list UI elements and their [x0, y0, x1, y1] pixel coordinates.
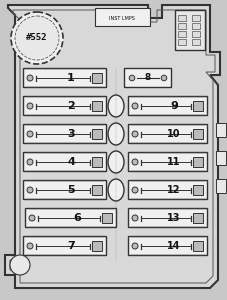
Circle shape: [29, 215, 35, 221]
Circle shape: [131, 159, 137, 165]
Circle shape: [131, 187, 137, 193]
Circle shape: [11, 12, 63, 64]
FancyBboxPatch shape: [25, 208, 116, 227]
Bar: [215, 123, 225, 137]
Circle shape: [27, 243, 33, 249]
FancyBboxPatch shape: [23, 68, 106, 88]
FancyBboxPatch shape: [128, 236, 207, 256]
Text: 8: 8: [144, 74, 151, 82]
Text: 2: 2: [67, 101, 74, 111]
Bar: [101, 213, 111, 223]
Ellipse shape: [108, 151, 123, 173]
Circle shape: [27, 75, 33, 81]
Bar: [215, 151, 225, 165]
Bar: [215, 179, 225, 193]
Text: 1: 1: [67, 73, 74, 83]
Bar: [191, 39, 199, 45]
FancyBboxPatch shape: [128, 97, 207, 116]
Circle shape: [27, 103, 33, 109]
Text: 10: 10: [167, 129, 180, 139]
Circle shape: [160, 75, 166, 81]
Text: 7: 7: [67, 241, 74, 251]
Bar: [92, 241, 101, 251]
Bar: [192, 213, 202, 223]
FancyBboxPatch shape: [23, 124, 106, 143]
Circle shape: [131, 215, 137, 221]
FancyBboxPatch shape: [128, 124, 207, 143]
Circle shape: [131, 131, 137, 137]
Bar: [192, 241, 202, 251]
Bar: [92, 185, 101, 195]
FancyBboxPatch shape: [23, 236, 106, 256]
Bar: [192, 101, 202, 111]
Bar: [192, 157, 202, 167]
Circle shape: [27, 131, 33, 137]
Bar: [191, 15, 199, 21]
Text: 4: 4: [67, 157, 75, 167]
Polygon shape: [5, 5, 219, 288]
Bar: [177, 15, 185, 21]
Circle shape: [15, 16, 59, 60]
Text: #552: #552: [26, 34, 47, 43]
Text: INST LMPS: INST LMPS: [109, 16, 134, 20]
FancyBboxPatch shape: [128, 152, 207, 172]
Bar: [191, 31, 199, 37]
Bar: [191, 23, 199, 29]
Bar: [177, 31, 185, 37]
Text: 3: 3: [67, 129, 74, 139]
Circle shape: [131, 103, 137, 109]
Bar: [192, 185, 202, 195]
Circle shape: [131, 243, 137, 249]
Circle shape: [27, 187, 33, 193]
Circle shape: [129, 75, 134, 81]
Text: 6: 6: [73, 213, 81, 223]
Bar: [174, 10, 204, 50]
Ellipse shape: [108, 179, 123, 201]
Bar: [92, 73, 101, 83]
FancyBboxPatch shape: [23, 181, 106, 200]
Bar: [92, 157, 101, 167]
Bar: [177, 23, 185, 29]
Bar: [92, 101, 101, 111]
FancyBboxPatch shape: [128, 181, 207, 200]
Text: 11: 11: [167, 157, 180, 167]
Bar: [192, 129, 202, 139]
Ellipse shape: [108, 123, 123, 145]
Bar: [95, 8, 149, 26]
FancyBboxPatch shape: [23, 152, 106, 172]
Text: 12: 12: [167, 185, 180, 195]
Ellipse shape: [108, 95, 123, 117]
FancyBboxPatch shape: [128, 208, 207, 227]
Text: 5: 5: [67, 185, 74, 195]
Text: 13: 13: [167, 213, 180, 223]
Text: 9: 9: [169, 101, 177, 111]
Circle shape: [10, 255, 30, 275]
Bar: [177, 39, 185, 45]
Bar: [92, 129, 101, 139]
FancyBboxPatch shape: [23, 97, 106, 116]
Circle shape: [27, 159, 33, 165]
Text: 14: 14: [167, 241, 180, 251]
FancyBboxPatch shape: [124, 68, 171, 88]
